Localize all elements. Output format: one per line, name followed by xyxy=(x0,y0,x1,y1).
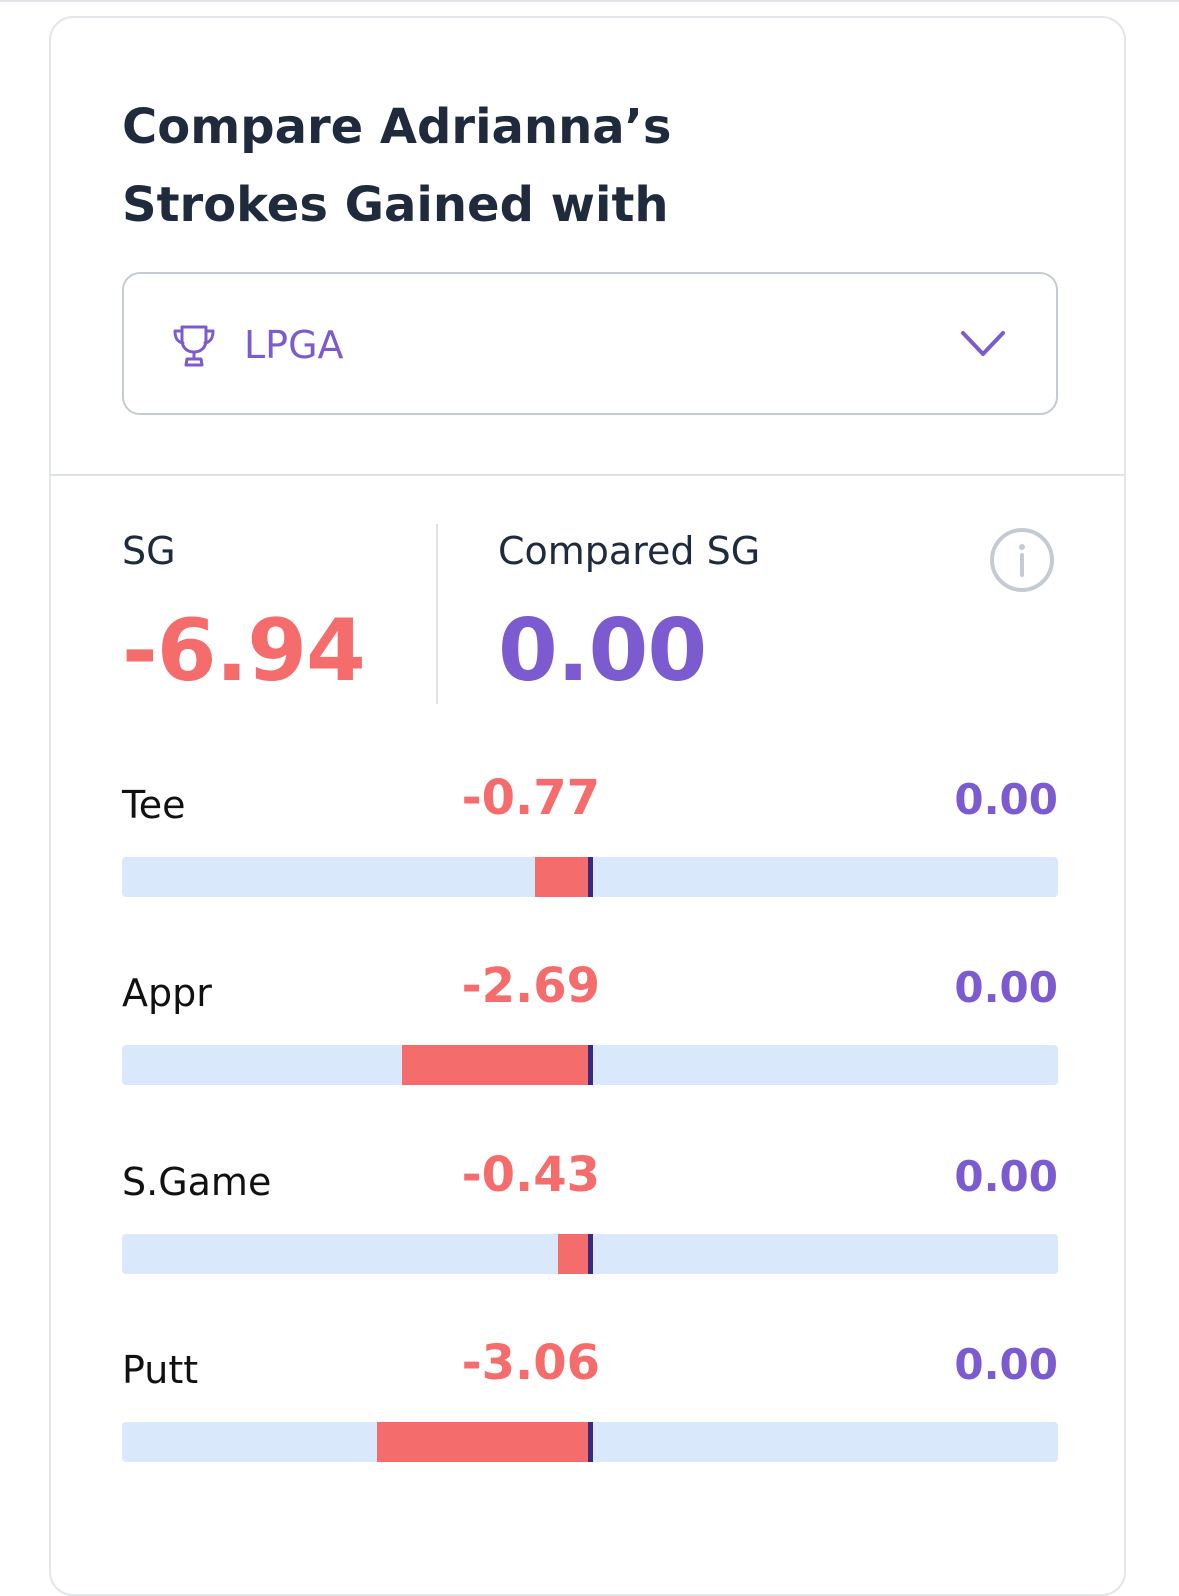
stat-label: S.Game xyxy=(122,1160,272,1204)
compared-sg-value: 0.00 xyxy=(498,601,707,701)
sg-label: SG xyxy=(122,529,176,573)
stat-bar-track xyxy=(122,1422,1058,1462)
stat-value: -3.06 xyxy=(461,1335,600,1391)
stat-value: -2.69 xyxy=(461,958,600,1014)
stat-row-sgame: S.Game -0.43 0.00 xyxy=(122,1135,1058,1275)
stat-compare-value: 0.00 xyxy=(954,963,1058,1012)
stat-compare-value: 0.00 xyxy=(954,775,1058,824)
stat-compare-value: 0.00 xyxy=(954,1340,1058,1389)
stat-value: -0.43 xyxy=(461,1147,600,1203)
compared-sg-label: Compared SG xyxy=(498,529,761,573)
comparison-select[interactable]: LPGA xyxy=(122,272,1058,415)
stat-row-putt: Putt -3.06 0.00 xyxy=(122,1323,1058,1463)
stat-row-tee: Tee -0.77 0.00 xyxy=(122,758,1058,898)
info-icon[interactable] xyxy=(988,526,1056,594)
stat-label: Putt xyxy=(122,1348,199,1392)
stat-bar-fill xyxy=(376,1422,588,1462)
top-divider xyxy=(0,0,1179,2)
trophy-icon xyxy=(173,325,215,367)
stat-bar-track xyxy=(122,857,1058,897)
stat-bar-track xyxy=(122,1234,1058,1274)
baseline-marker xyxy=(588,857,593,897)
stat-bar-track xyxy=(122,1045,1058,1085)
chevron-down-icon xyxy=(961,331,1005,356)
baseline-marker xyxy=(588,1422,593,1462)
stat-bar-fill xyxy=(558,1234,588,1274)
stat-row-appr: Appr -2.69 0.00 xyxy=(122,946,1058,1086)
sg-value: -6.94 xyxy=(122,601,366,701)
stat-value: -0.77 xyxy=(461,770,600,826)
stat-label: Appr xyxy=(122,971,212,1015)
stat-bar-fill xyxy=(534,857,588,897)
baseline-marker xyxy=(588,1234,593,1274)
page-title: Compare Adrianna’s Strokes Gained with xyxy=(122,99,672,233)
stat-compare-value: 0.00 xyxy=(954,1152,1058,1201)
section-divider xyxy=(51,474,1124,476)
strokes-gained-card: Compare Adrianna’s Strokes Gained with L… xyxy=(49,16,1126,1596)
summary-divider xyxy=(436,524,438,704)
selected-tour: LPGA xyxy=(244,323,344,367)
stat-label: Tee xyxy=(122,783,186,827)
baseline-marker xyxy=(588,1045,593,1085)
stat-bar-fill xyxy=(402,1045,588,1085)
